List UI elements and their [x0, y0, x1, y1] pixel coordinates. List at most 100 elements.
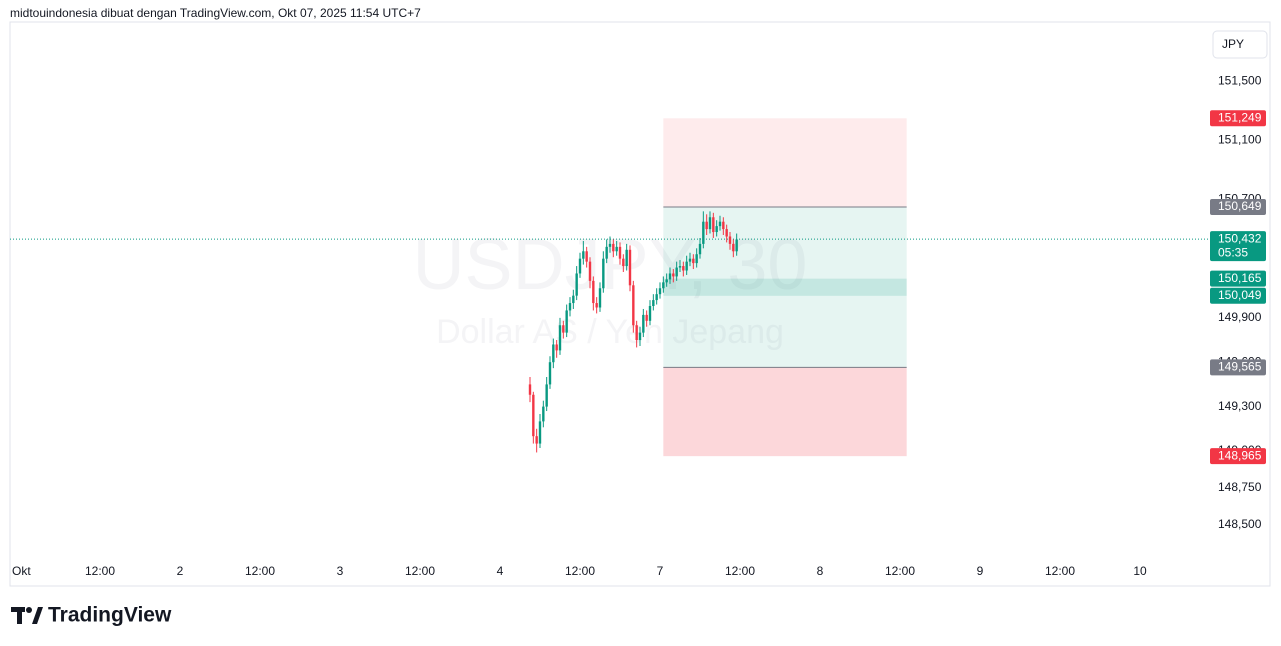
candle-body [558, 325, 562, 351]
candle-body [672, 273, 675, 277]
price-label-bg [1210, 199, 1266, 216]
candle-body [532, 394, 535, 437]
y-tick-label: 151,100 [1218, 133, 1262, 147]
price-label-bg [1210, 231, 1266, 262]
candle-body [622, 258, 625, 267]
candle-body [698, 243, 702, 255]
logo-text: TradingView [48, 604, 172, 627]
entry-zone [663, 278, 907, 296]
candle-body [588, 261, 592, 281]
candle-body [605, 246, 608, 259]
candle-body [708, 217, 712, 230]
candle-body [628, 249, 632, 286]
price-label: 149,565 [1218, 360, 1262, 374]
x-tick-label: 2 [177, 564, 184, 578]
y-tick-label: 148,750 [1218, 480, 1262, 494]
price-label-bg [1210, 287, 1266, 304]
candle-body [602, 258, 605, 289]
candle-body [552, 344, 555, 363]
candle-body [535, 436, 538, 444]
x-tick-label: 3 [337, 564, 344, 578]
y-tick-label: 148,500 [1218, 517, 1262, 531]
candle-body [658, 288, 662, 295]
price-label: 150,049 [1218, 288, 1262, 302]
candle-body [685, 261, 688, 271]
candle-body [688, 258, 692, 262]
candle-body [615, 246, 618, 252]
candle-body [735, 239, 738, 252]
header: midtouindonesia dibuat dengan TradingVie… [10, 6, 421, 20]
candle-body [548, 362, 552, 385]
candle-body [585, 251, 588, 262]
price-label-bg [1210, 270, 1266, 287]
price-label: 151,249 [1218, 110, 1262, 124]
candle-body [555, 344, 558, 351]
candle-body [705, 221, 708, 230]
x-tick-label: Okt [12, 564, 31, 578]
candle-body [682, 266, 685, 271]
currency: JPY [1222, 37, 1244, 51]
candle-body [648, 306, 652, 321]
candle-body [678, 266, 682, 268]
x-tick-label: 12:00 [85, 564, 115, 578]
y-tick-label: 149,300 [1218, 399, 1262, 413]
candle-body [572, 295, 575, 304]
candle-body [632, 285, 635, 326]
candle-body [715, 226, 718, 233]
candle-body [695, 254, 698, 264]
candle-body [608, 243, 612, 247]
price-label-bg [1210, 448, 1266, 465]
candle-body [598, 288, 602, 308]
x-tick-label: 12:00 [885, 564, 915, 578]
candle-body [638, 332, 642, 341]
candle-body [655, 294, 658, 301]
candle-body [578, 258, 582, 274]
logo-mark [11, 607, 43, 624]
x-tick-label: 9 [977, 564, 984, 578]
stop-zone [663, 367, 907, 457]
x-tick-label: 8 [817, 564, 824, 578]
candle-body [538, 421, 542, 444]
candle-body [545, 384, 548, 407]
candle-body [662, 282, 665, 289]
stop-zone [663, 118, 907, 208]
x-tick-label: 12:00 [565, 564, 595, 578]
x-tick-label: 12:00 [1045, 564, 1075, 578]
candle-body [732, 243, 735, 252]
candle-body [542, 406, 545, 422]
price-label: 150,165 [1218, 271, 1262, 285]
currency-button[interactable] [1212, 30, 1268, 59]
x-tick-label: 12:00 [245, 564, 275, 578]
watermark-description: Dollar AS / Yen Jepang [436, 313, 784, 351]
candle-body [562, 325, 565, 333]
candle-body [702, 221, 705, 244]
chart-frame [9, 21, 1271, 587]
candle-body [642, 314, 645, 333]
x-tick-label: 12:00 [405, 564, 435, 578]
candle-body [528, 384, 532, 395]
y-tick-label: 151,500 [1218, 73, 1262, 87]
candle-body [728, 236, 732, 244]
candle-body [582, 251, 585, 259]
candle-body [595, 303, 598, 308]
candle-body [712, 217, 715, 233]
price-label-bg [1210, 359, 1266, 376]
candle-body [618, 246, 622, 259]
candle-body [612, 243, 615, 252]
x-tick-label: 4 [497, 564, 504, 578]
candle-body [568, 303, 572, 311]
candle-body [625, 249, 628, 267]
candle-body [652, 300, 655, 307]
candle-body [645, 314, 648, 321]
price-label-bg [1210, 110, 1266, 127]
x-tick-label: 12:00 [725, 564, 755, 578]
candle-body [722, 221, 725, 230]
candle-body [668, 273, 672, 280]
candle-body [635, 325, 638, 341]
candle-body [692, 258, 695, 264]
price-label: 150,432 [1218, 231, 1262, 245]
candle-body [675, 267, 678, 277]
candle-body [725, 229, 728, 237]
candle-body [665, 279, 668, 283]
